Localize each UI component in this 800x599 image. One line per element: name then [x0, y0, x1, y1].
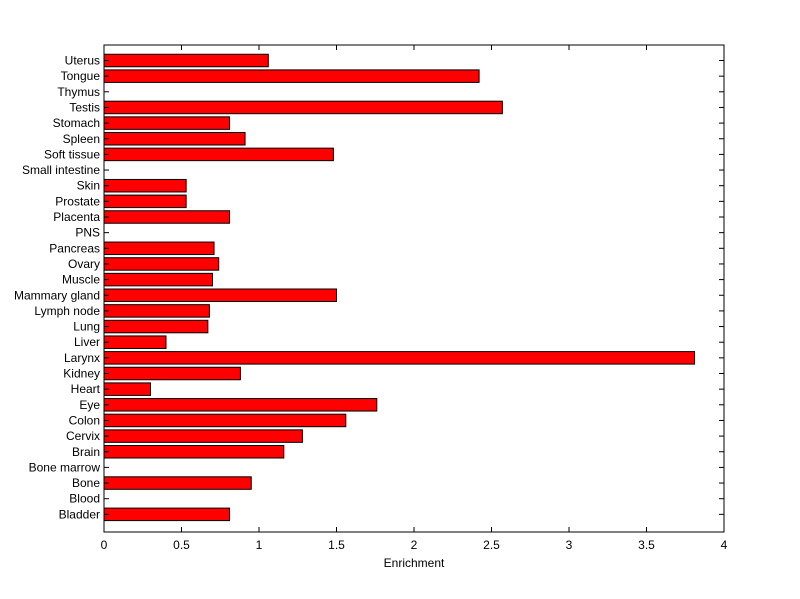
y-tick-label: Lung [73, 320, 100, 334]
y-tick-label: Heart [71, 382, 101, 396]
bar-liver [103, 335, 167, 349]
bar-prostate [103, 194, 187, 209]
bar-mammary-gland [103, 288, 337, 302]
bar-soft-tissue [103, 147, 334, 162]
y-tick-label: Pancreas [49, 241, 100, 255]
y-tick-label: Prostate [55, 194, 100, 208]
y-tick-label: Uterus [65, 54, 100, 68]
x-tick-group: 0 0.5 1 1.5 2 2.5 3 3.5 4 [101, 45, 728, 552]
x-tick-label: 4 [721, 538, 728, 552]
x-tick-label: 0.5 [173, 538, 190, 552]
bar-placenta [103, 210, 231, 224]
bar-tongue [103, 69, 480, 83]
bar-uterus [103, 53, 269, 68]
x-tick-label: 3.5 [638, 538, 655, 552]
y-tick-label: Small intestine [22, 163, 100, 177]
bar-eye [103, 398, 378, 412]
x-tick-label: 1 [256, 538, 263, 552]
y-tick-label: Liver [74, 335, 100, 349]
y-tick-label: Bone [72, 476, 100, 490]
x-axis-label: Enrichment [384, 556, 445, 570]
y-tick-label: Brain [72, 445, 100, 459]
x-tick-label: 2 [411, 538, 418, 552]
x-tick-label: 3 [566, 538, 573, 552]
bar-testis [103, 100, 503, 115]
y-tick-label: Colon [69, 413, 100, 427]
y-tick-label: Bone marrow [29, 460, 101, 474]
bar-heart [103, 382, 151, 396]
x-tick-label: 2.5 [483, 538, 500, 552]
y-tick-label: Spleen [63, 132, 100, 146]
y-tick-label: Ovary [68, 257, 100, 271]
y-tick-label: Skin [77, 179, 100, 193]
y-tick-label: Bladder [59, 507, 100, 521]
bar-brain [103, 445, 285, 459]
bar-bone [103, 476, 252, 490]
bar-larynx [103, 351, 696, 365]
x-tick-label: 1.5 [328, 538, 345, 552]
y-tick-label: Stomach [53, 116, 100, 130]
y-tick-label: Eye [79, 398, 100, 412]
y-tick-label: Lymph node [34, 304, 100, 318]
bar-lymph-node [103, 304, 210, 318]
bar-pancreas [103, 241, 215, 256]
y-tick-label: Blood [69, 492, 100, 506]
bar-skin [103, 178, 187, 193]
bar-ovary [103, 257, 220, 271]
y-tick-label: Soft tissue [44, 147, 100, 161]
y-tick-label: Tongue [61, 69, 101, 83]
bar-cervix [103, 429, 303, 443]
y-tick-label: Larynx [64, 351, 100, 365]
bar-kidney [103, 366, 241, 381]
bar-stomach [103, 116, 231, 130]
bar-spleen [103, 132, 246, 146]
y-tick-label: Placenta [53, 210, 100, 224]
bar-colon [103, 413, 347, 428]
bar-bladder [103, 507, 231, 522]
y-tick-label: Cervix [66, 429, 100, 443]
bar-muscle [103, 272, 213, 287]
x-tick-label: 0 [101, 538, 108, 552]
y-tick-label: Mammary gland [14, 288, 100, 302]
plot-frame [103, 44, 725, 533]
y-tick-label: Testis [69, 100, 100, 114]
y-tick-label: Muscle [62, 273, 100, 287]
y-tick-label: Kidney [63, 367, 100, 381]
bar-lung [103, 319, 209, 334]
y-tick-label: PNS [75, 226, 100, 240]
y-tick-label: Thymus [57, 85, 100, 99]
